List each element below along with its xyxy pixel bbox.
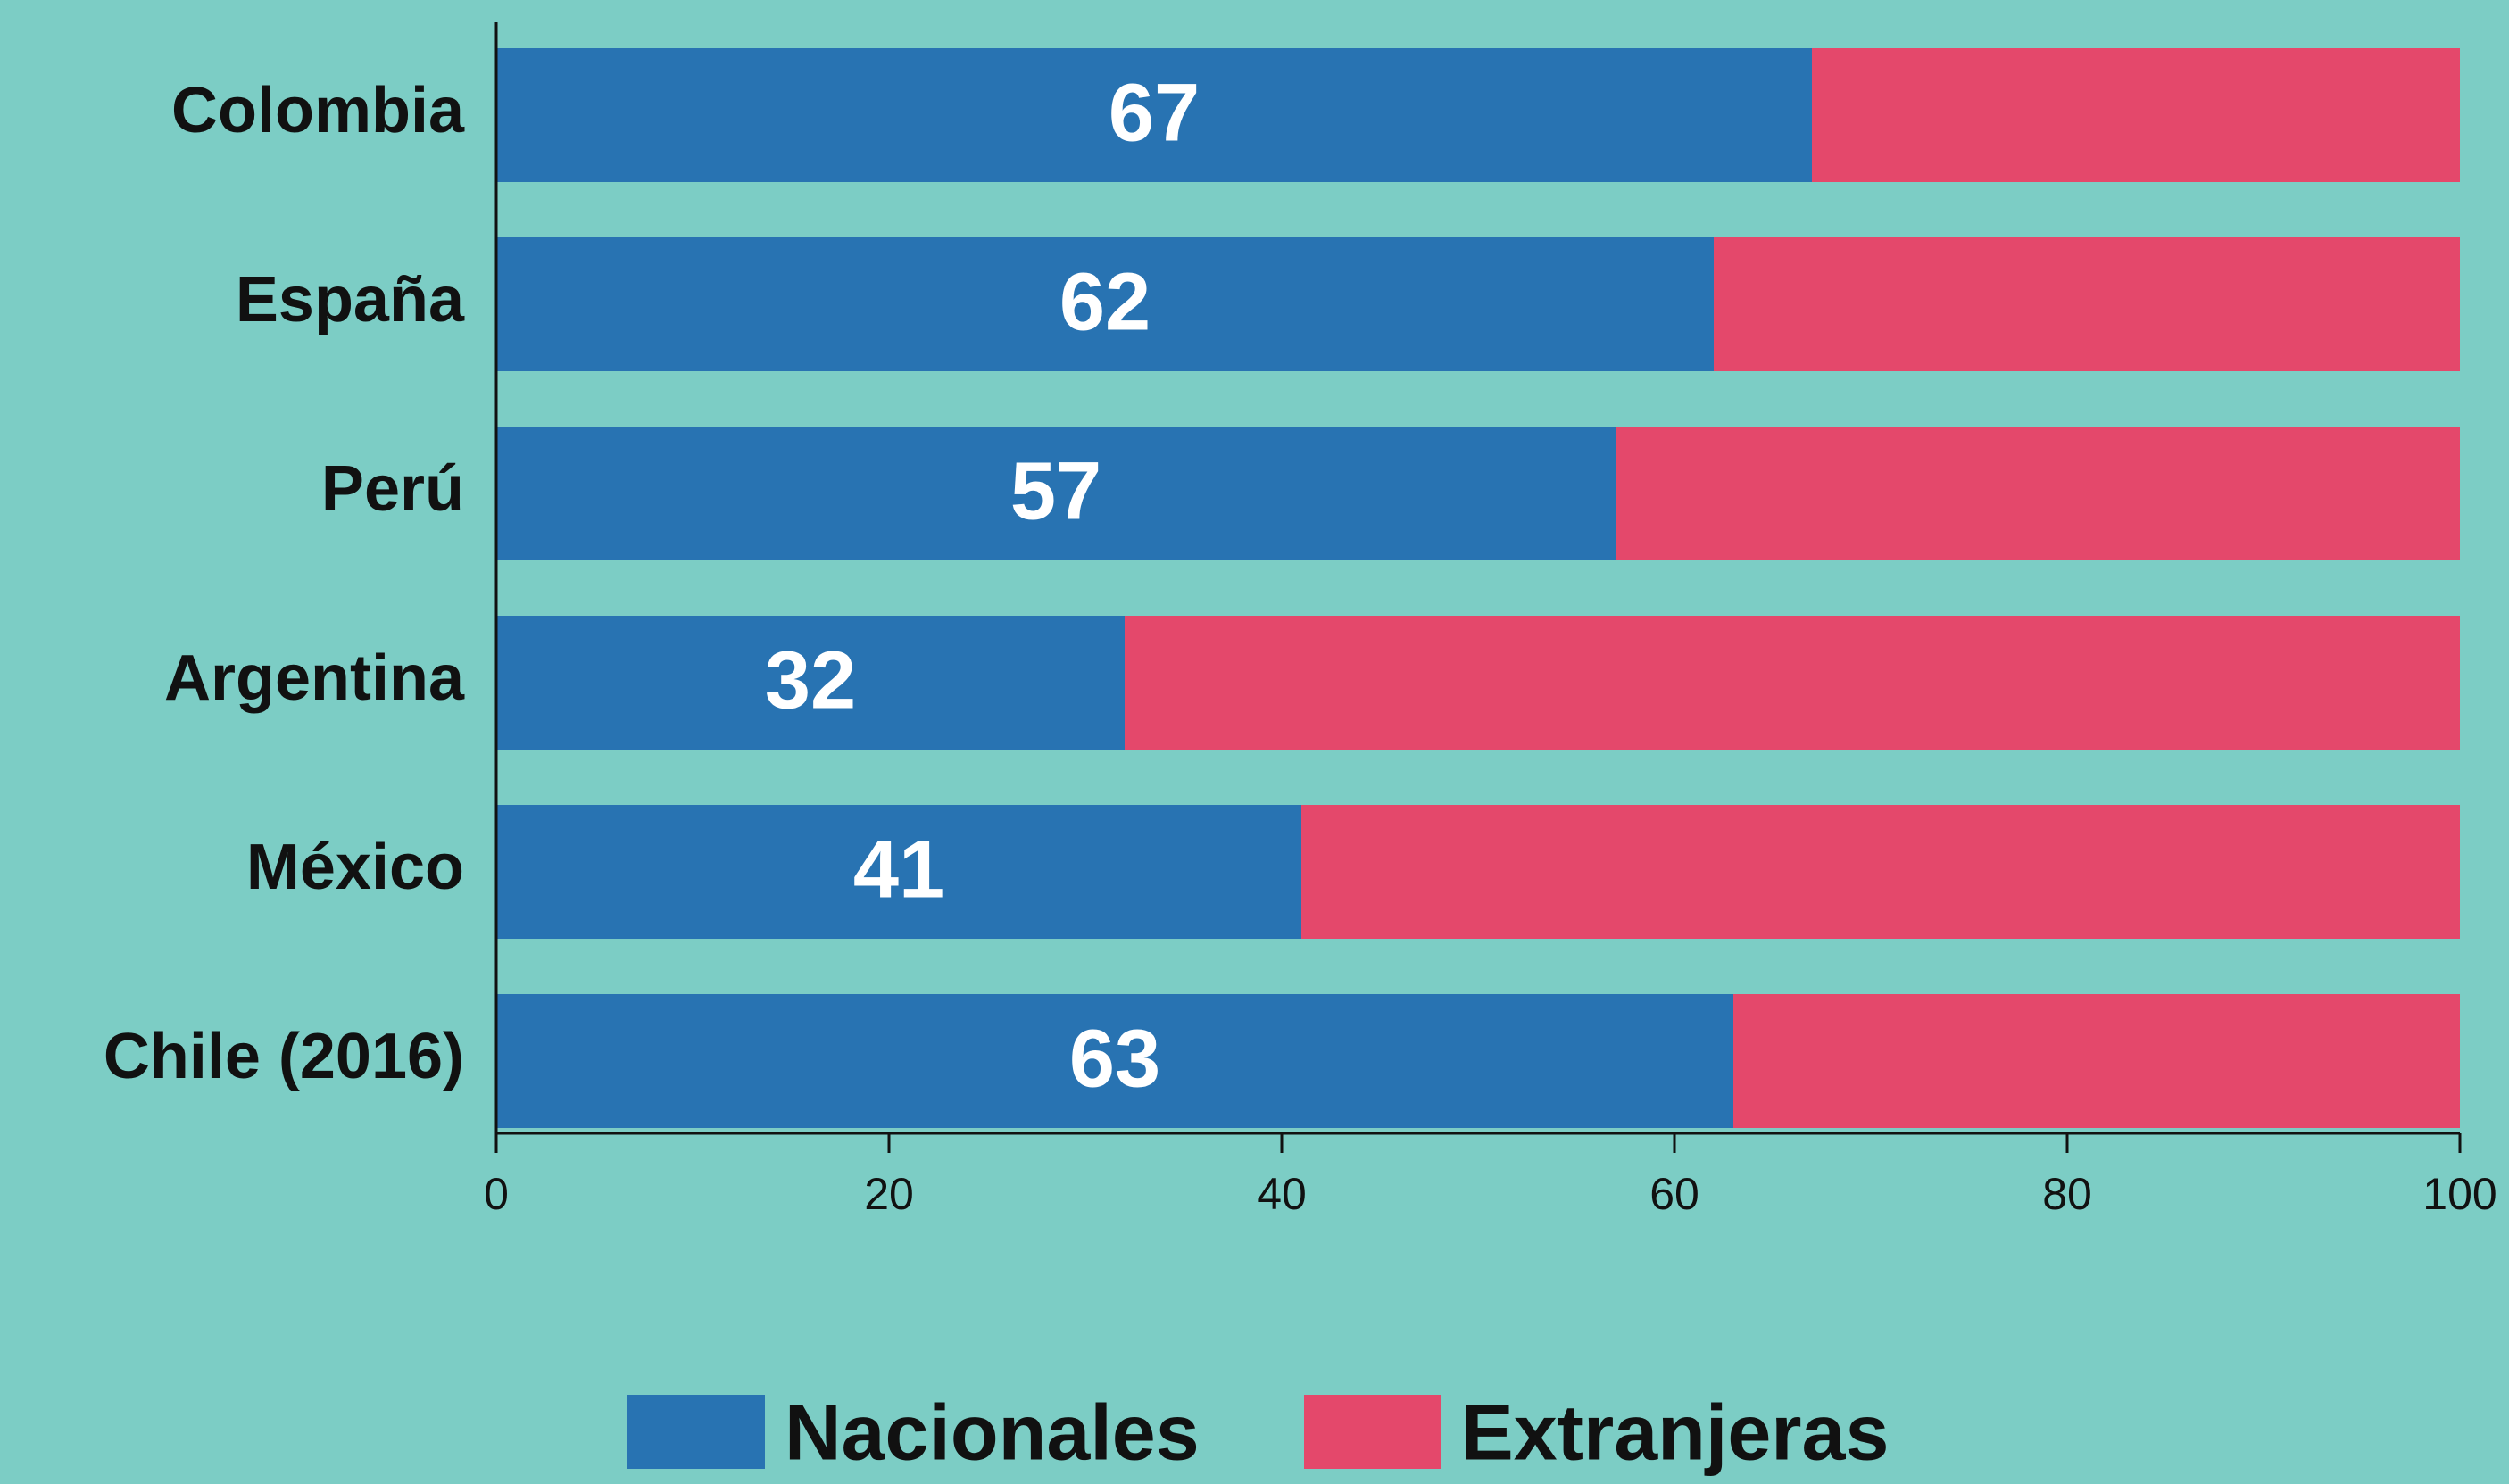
- data-label: 57: [1010, 445, 1101, 536]
- category-label: Colombia: [171, 75, 465, 146]
- bar-segment: [1714, 237, 2460, 371]
- x-tick-label: 100: [2422, 1169, 2497, 1219]
- x-tick-label: 20: [864, 1169, 914, 1219]
- data-label: 67: [1109, 67, 1200, 158]
- legend-label: Extranjeras: [1461, 1388, 1889, 1476]
- bar-segment: [1616, 427, 2460, 560]
- x-tick-label: 40: [1257, 1169, 1307, 1219]
- bar-segment: [496, 994, 1733, 1128]
- category-label: Argentina: [164, 643, 465, 714]
- data-label: 41: [853, 824, 944, 915]
- legend-swatch: [627, 1395, 765, 1469]
- category-label: Perú: [321, 453, 464, 525]
- bar-segment: [496, 805, 1301, 939]
- category-label: España: [236, 264, 465, 336]
- bar-segment: [1125, 616, 2460, 750]
- data-label: 32: [765, 634, 856, 725]
- bar-segment: [496, 616, 1125, 750]
- category-label: México: [246, 832, 464, 903]
- data-label: 63: [1069, 1013, 1160, 1104]
- bar-segment: [496, 48, 1812, 182]
- bar-segment: [496, 427, 1616, 560]
- x-tick-label: 0: [484, 1169, 509, 1219]
- x-tick-label: 80: [2042, 1169, 2092, 1219]
- category-label: Chile (2016): [104, 1021, 464, 1092]
- bar-segment: [496, 237, 1714, 371]
- bar-segment: [1812, 48, 2460, 182]
- x-tick-label: 60: [1649, 1169, 1699, 1219]
- bar-segment: [1733, 994, 2460, 1128]
- legend-label: Nacionales: [785, 1388, 1200, 1476]
- bar-segment: [1301, 805, 2460, 939]
- data-label: 62: [1059, 256, 1151, 347]
- legend-swatch: [1304, 1395, 1441, 1469]
